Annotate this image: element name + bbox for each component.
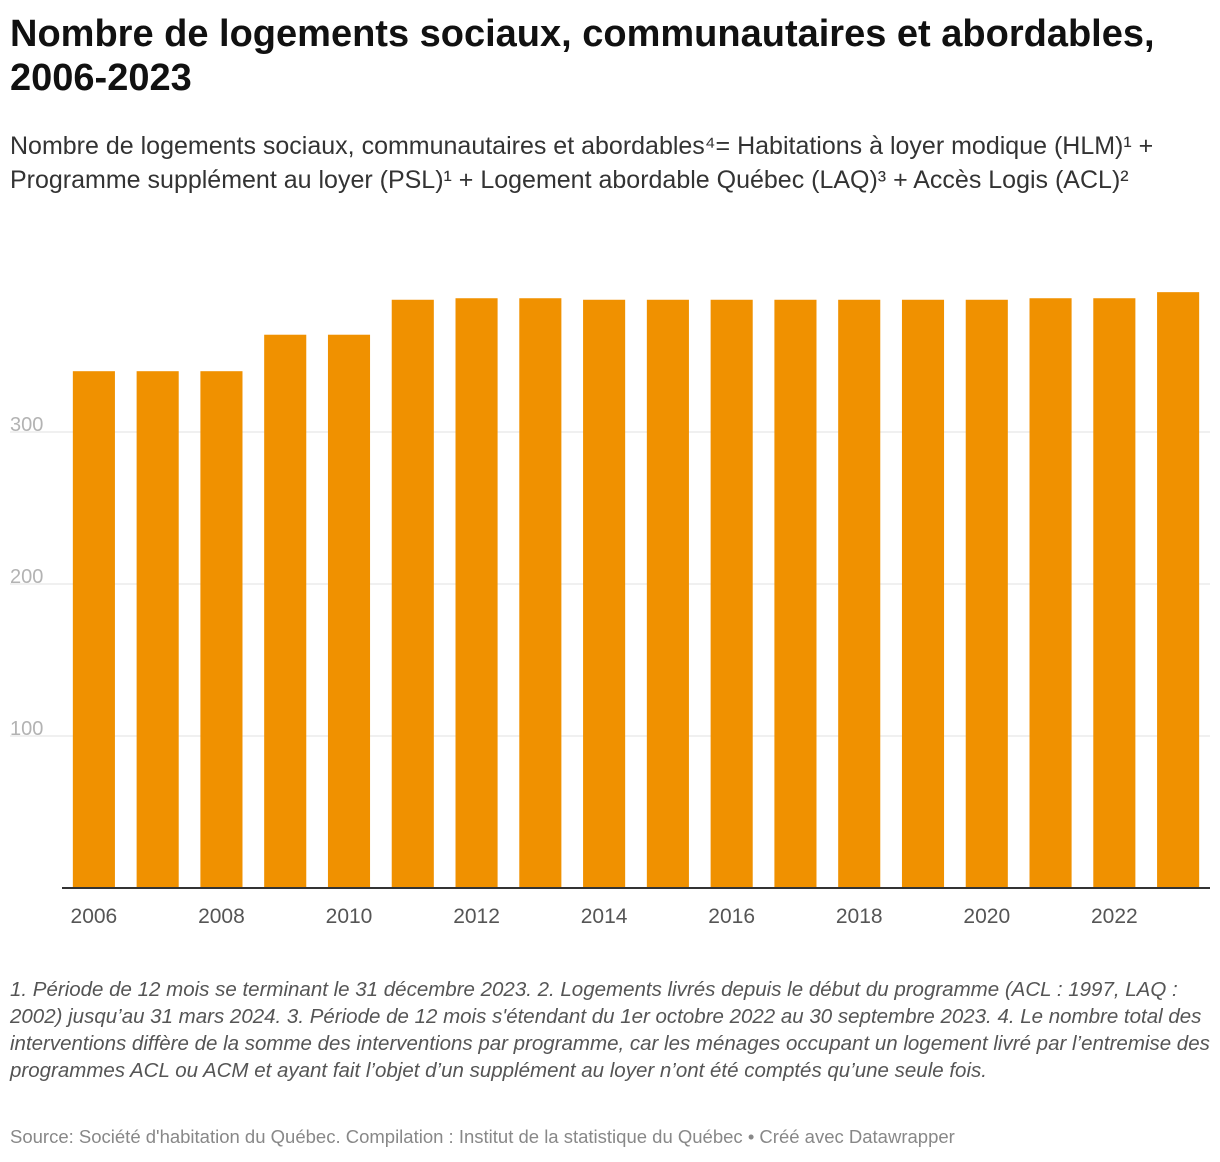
bar-2009 [264, 334, 307, 889]
x-tick-label: 2016 [708, 905, 755, 928]
y-tick-label: 300 [10, 414, 43, 436]
bar-2017 [774, 299, 817, 888]
bar-2019 [901, 299, 945, 888]
source-credit: Source: Société d'habitation du Québec. … [10, 1126, 955, 1147]
bar-2014 [583, 299, 626, 888]
x-tick-label: 2014 [581, 905, 628, 928]
bar-2006 [72, 371, 115, 888]
bar-2011 [391, 299, 434, 888]
bar-2012 [455, 298, 498, 888]
y-tick-label: 200 [10, 566, 43, 588]
bar-2022 [1093, 298, 1136, 888]
y-tick-label: 100 [10, 718, 43, 740]
bar-2021 [1029, 298, 1072, 888]
footnotes: 1. Période de 12 mois se terminant le 31… [10, 978, 1210, 1082]
bar-2008 [200, 371, 243, 888]
x-tick-label: 2006 [71, 905, 118, 928]
x-tick-label: 2022 [1091, 905, 1138, 928]
bar-2013 [519, 298, 562, 888]
bar-2020 [965, 299, 1008, 888]
x-tick-label: 2018 [836, 905, 883, 928]
chart-subtitle: Nombre de logements sociaux, communautai… [10, 132, 1154, 194]
x-tick-label: 2008 [198, 905, 245, 928]
bar-chart: 100 200 300 2006 2008 2010 2012 2014 2016 2018 202… [10, 292, 1210, 928]
bar-2023 [1157, 292, 1200, 888]
bar-2010 [327, 334, 371, 889]
chart-title: Nombre de logements sociaux, communautai… [10, 13, 1155, 99]
bar-2018 [838, 299, 881, 888]
x-tick-label: 2020 [963, 905, 1010, 928]
x-tick-label: 2010 [326, 905, 373, 928]
bar-2016 [710, 299, 753, 888]
bar-2007 [136, 371, 179, 888]
x-tick-label: 2012 [453, 905, 500, 928]
bar-2015 [646, 299, 689, 888]
